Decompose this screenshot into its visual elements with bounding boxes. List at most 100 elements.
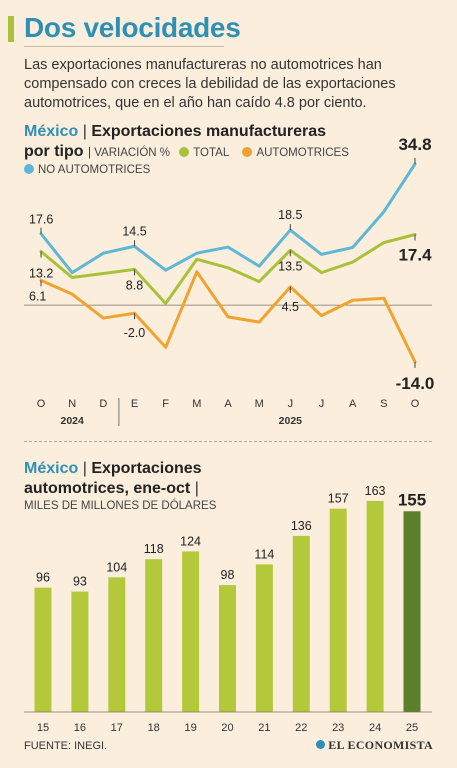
data-point — [164, 268, 167, 272]
chart2-heading-line2: automotrices, ene-oct | — [24, 479, 199, 499]
data-label: -2.0 — [124, 326, 146, 340]
legend-total-swatch — [179, 147, 190, 157]
chart1-title-line1: Exportaciones manufactureras — [91, 123, 327, 140]
bar — [34, 587, 52, 712]
data-label: 4.5 — [282, 300, 299, 314]
brand-logo: EL ECONOMISTA — [316, 738, 433, 753]
bar-value-label: 118 — [144, 542, 164, 556]
source-note: FUENTE: INEGI. — [24, 740, 108, 752]
chart2-title-line2: automotrices, ene-oct — [24, 480, 191, 497]
bar-value-label: 163 — [365, 484, 386, 498]
section-divider — [24, 441, 432, 442]
legend-noauto-label: NO AUTOMOTRICES — [38, 164, 151, 176]
x-tick-label: 20 — [221, 722, 233, 734]
chart1-separator-2: | — [88, 147, 91, 159]
bar — [145, 559, 163, 712]
bar-value-label: 93 — [73, 575, 87, 589]
chart1-heading-line2: por tipo | VARIACIÓN % TOTAL AUTOMOTRICE… — [24, 142, 359, 163]
x-tick-label: J — [319, 398, 325, 410]
data-point — [70, 271, 74, 274]
data-point — [164, 302, 167, 305]
intro-text: Las exportaciones manufactureras no auto… — [24, 57, 396, 111]
page-title: Dos velocidades — [24, 12, 241, 43]
x-tick-label: 15 — [37, 722, 49, 734]
brand-name: EL ECONOMISTA — [328, 738, 433, 752]
x-tick-label: A — [224, 398, 232, 410]
chart1-separator: | — [82, 123, 87, 140]
bar-value-label: 136 — [291, 519, 312, 533]
data-point — [351, 260, 354, 264]
data-point — [195, 257, 199, 261]
bar-value-label: 157 — [328, 492, 349, 506]
x-tick-label: S — [380, 398, 387, 410]
x-tick-label: 22 — [295, 722, 307, 734]
data-label: 34.8 — [398, 135, 431, 154]
data-point — [164, 345, 167, 349]
data-label: -14.0 — [396, 374, 435, 393]
x-tick-label: O — [411, 398, 420, 410]
chart1-country: México — [24, 123, 79, 140]
x-tick-label: O — [37, 398, 46, 410]
legend-auto-swatch — [242, 147, 253, 157]
data-label: 13.2 — [29, 267, 53, 281]
bar — [182, 551, 200, 712]
title-underline — [24, 46, 224, 47]
data-label: 17.4 — [398, 246, 432, 265]
legend-auto-label: AUTOMOTRICES — [256, 147, 349, 159]
data-point — [195, 251, 199, 255]
bar — [292, 535, 310, 712]
legend-noauto-swatch — [24, 164, 34, 174]
x-tick-label: 17 — [111, 722, 123, 734]
chart2-separator-2: | — [194, 480, 199, 497]
data-point — [320, 253, 323, 256]
data-point — [382, 210, 386, 214]
x-tick-label: 16 — [74, 722, 86, 734]
x-tick-label: F — [162, 398, 169, 410]
data-label: 6.1 — [29, 289, 46, 303]
data-point — [70, 276, 74, 279]
bar-value-label: 124 — [180, 534, 201, 548]
x-tick-label: J — [288, 398, 294, 410]
bar-value-label: 96 — [36, 571, 50, 585]
x-tick-label: 21 — [258, 722, 270, 734]
x-tick-label: 24 — [369, 722, 381, 734]
x-tick-label: N — [68, 398, 76, 410]
chart2-heading: México | Exportaciones — [24, 459, 202, 479]
x-tick-label: A — [349, 398, 357, 410]
x-tick-label: E — [131, 398, 138, 410]
data-point — [257, 264, 261, 268]
data-point — [320, 271, 323, 274]
data-point — [102, 251, 105, 255]
bar — [108, 577, 126, 712]
bar-value-label: 114 — [254, 547, 274, 561]
data-point — [351, 298, 354, 302]
data-point — [351, 246, 354, 249]
chart1-heading: México | Exportaciones manufactureras — [24, 122, 326, 142]
data-label: 8.8 — [126, 278, 143, 292]
data-point — [226, 315, 230, 319]
chart1-title-line2: por tipo — [24, 143, 84, 160]
bar — [219, 585, 236, 712]
data-point — [257, 320, 261, 324]
data-point — [102, 272, 105, 275]
data-point — [226, 245, 230, 249]
chart1-unit: VARIACIÓN % — [94, 147, 171, 159]
data-point — [226, 266, 230, 270]
chart2-country: México — [24, 460, 79, 477]
data-point — [382, 241, 386, 244]
data-label: 18.5 — [278, 208, 302, 222]
bar — [71, 591, 89, 712]
legend-auto: AUTOMOTRICES — [242, 147, 349, 159]
data-point — [102, 316, 105, 320]
chart2-title-line1: Exportaciones — [91, 460, 202, 477]
x-tick-label: M — [255, 398, 264, 410]
bar — [255, 564, 273, 712]
x-tick-label: M — [192, 398, 201, 410]
year-label: 2025 — [279, 415, 303, 427]
data-label: 13.5 — [278, 259, 302, 273]
brand-icon — [316, 740, 326, 749]
legend-total-label: TOTAL — [193, 147, 230, 159]
x-tick-label: 23 — [332, 722, 344, 734]
data-label: 17.6 — [29, 213, 53, 227]
